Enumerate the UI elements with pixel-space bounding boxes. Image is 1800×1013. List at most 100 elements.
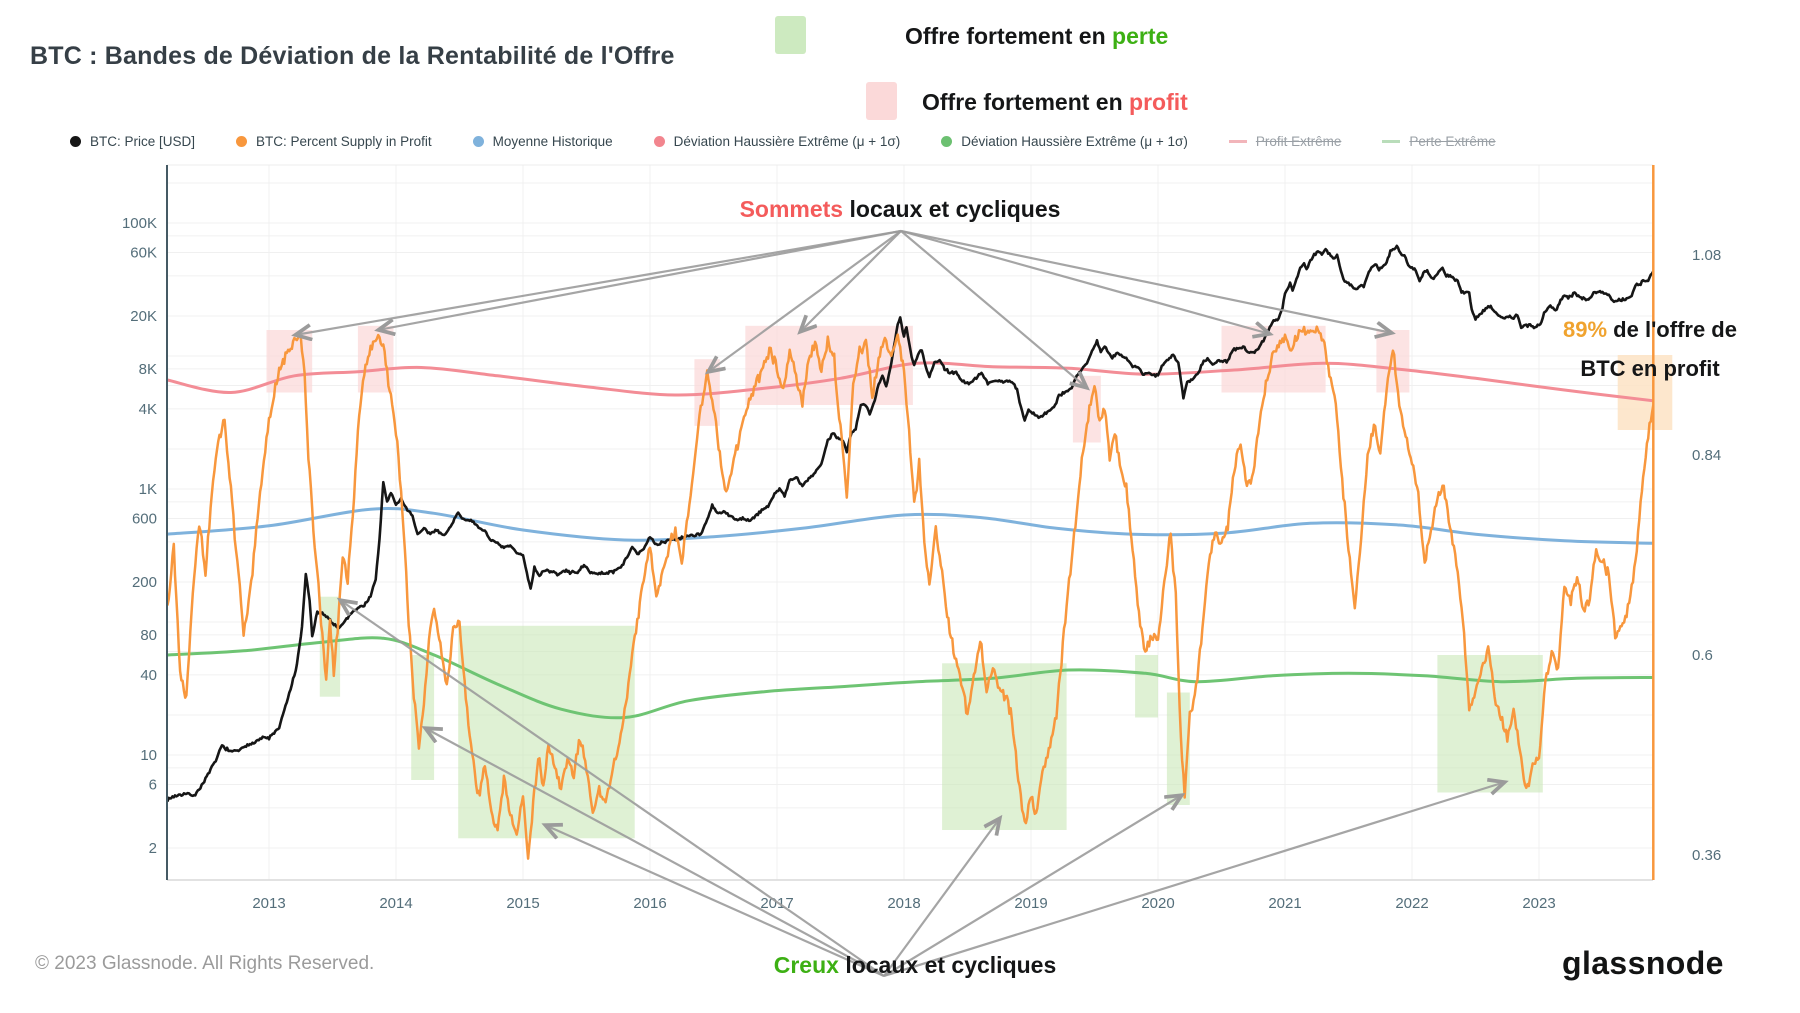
right-axis-tick: 0.6 [1692,647,1713,664]
right-axis-tick: 0.36 [1692,847,1721,864]
loss-legend-swatch [775,16,806,54]
legend-dot-icon [941,136,953,147]
series-btc-price [166,244,1655,803]
annotation-creux-em: Creux [773,952,839,978]
loss-legend-prefix: Offre fortement en [905,23,1113,49]
loss-legend-em: perte [1112,23,1169,49]
left-axis-tick: 2 [149,840,157,857]
series-historical-mean [167,506,1654,545]
annotation-percent-value: 89% [1563,317,1608,342]
legend-item-2[interactable]: BTC: Percent Supply in Profit [236,134,432,149]
annotation-sommets: Sommets locaux et cycliques [640,196,1160,223]
x-axis-tick: 2014 [379,895,412,912]
left-axis-tick: 200 [132,574,157,591]
left-axis-tick: 60K [130,245,157,262]
legend-dot-icon [70,136,81,147]
series-lines [166,244,1655,860]
annotation-percent-line2: BTC en profit [1580,356,1720,381]
profit-legend-swatch [866,82,897,120]
loss-region [458,625,635,839]
legend-item-label: BTC: Percent Supply in Profit [256,134,432,149]
x-axis-tick: 2015 [506,895,539,912]
glassnode-logo: glassnode [1562,945,1724,981]
loss-region [1135,655,1158,718]
left-axis-tick: 40 [140,667,157,684]
series-percent-supply-in-profit [166,325,1655,860]
legend-dot-icon [472,136,484,147]
legend-item-6[interactable]: Profit Extrême [1228,134,1342,149]
legend-line-icon [1382,140,1401,143]
legend-dot-icon [653,136,665,147]
annotation-arrow [378,229,902,330]
x-axis-tick: 2018 [887,895,920,912]
x-axis-tick: 2016 [633,895,666,912]
annotation-arrow [900,229,1270,334]
loss-region [1437,655,1543,793]
profit-legend-prefix: Offre fortement en [922,89,1130,115]
series-legend: BTC: Price [USD] BTC: Percent Supply in P… [70,134,1496,149]
legend-dot-icon [236,136,248,147]
left-axis-tick: 10 [140,747,157,764]
annotation-arrow [900,229,1392,333]
current-value-highlight [1617,355,1673,430]
x-axis-tick: 2022 [1395,895,1428,912]
right-axis-tick: 1.08 [1692,247,1721,264]
annotation-arrow [295,229,902,335]
gridlines [167,164,1653,881]
x-axis-tick: 2020 [1141,895,1174,912]
right-axis-tick: 0.84 [1692,447,1721,464]
series-deviation-lower [167,636,1654,720]
annotation-arrow [545,825,885,978]
annotation-sommets-rest: locaux et cycliques [843,196,1061,222]
left-axis-tick: 600 [132,511,157,528]
x-axis-tick: 2021 [1268,895,1301,912]
annotation-arrow [340,600,885,977]
legend-line-icon [1228,140,1247,143]
annotation-arrow [708,230,902,372]
x-axis-tick: 2023 [1522,895,1555,912]
annotation-arrow [883,795,1182,977]
legend-item-5[interactable]: Déviation Haussière Extrême (μ + 1σ) [941,134,1188,149]
loss-legend-label: Offre fortement en perte [905,23,1168,50]
legend-item-label: BTC: Price [USD] [90,134,196,149]
loss-region [942,663,1067,830]
annotation-arrow [800,230,902,332]
annotation-percent-rest: de l'offre de [1607,317,1737,342]
left-axis-tick: 8K [139,361,157,378]
annotation-percent-line1: 89% de l'offre de [1522,310,1778,349]
copyright-text: © 2023 Glassnode. All Rights Reserved. [35,953,375,974]
left-axis-tick: 80 [140,627,157,644]
legend-item-label: Déviation Haussière Extrême (μ + 1σ) [961,134,1188,149]
axes-and-ticks: 100K 60K 20K 8K 4K 1K 600 200 80 40 10 6 2 1.08 0.84 0.… [122,165,1721,912]
legend-item-4[interactable]: Déviation Haussière Extrême (μ + 1σ) [653,134,901,149]
profit-region [1376,330,1410,393]
annotation-sommets-em: Sommets [739,196,844,222]
x-axis-tick: 2013 [252,895,285,912]
legend-item-label: Déviation Haussière Extrême (μ + 1σ) [673,134,901,149]
left-axis-tick: 4K [139,401,157,418]
x-axis-tick: 2019 [1014,895,1047,912]
legend-item-1[interactable]: BTC: Price [USD] [70,134,195,149]
profit-region [1221,325,1326,393]
legend-item-label: Profit Extrême [1255,134,1342,149]
annotation-arrow [883,818,1000,977]
profit-legend-label: Offre fortement en profit [922,89,1188,116]
annotation-arrow [425,728,885,977]
left-axis-tick: 1K [139,481,157,498]
annotation-creux: Creux locaux et cycliques [705,952,1125,979]
annotation-percent-in-profit: 89% de l'offre de BTC en profit [1522,310,1778,388]
annotation-arrow [900,230,1087,388]
annotation-arrow [883,782,1505,978]
legend-item-7[interactable]: Perte Extrême [1382,134,1496,149]
highlight-regions [266,325,1673,839]
left-axis-tick: 6 [149,777,157,794]
annotation-creux-rest: locaux et cycliques [838,952,1057,978]
annotation-arrows [295,229,1505,978]
legend-item-label: Perte Extrême [1409,134,1496,149]
left-axis-tick: 100K [122,215,157,232]
page-title: BTC : Bandes de Déviation de la Rentabil… [30,42,675,70]
legend-item-label: Moyenne Historique [492,134,613,149]
legend-item-3[interactable]: Moyenne Historique [472,134,613,149]
